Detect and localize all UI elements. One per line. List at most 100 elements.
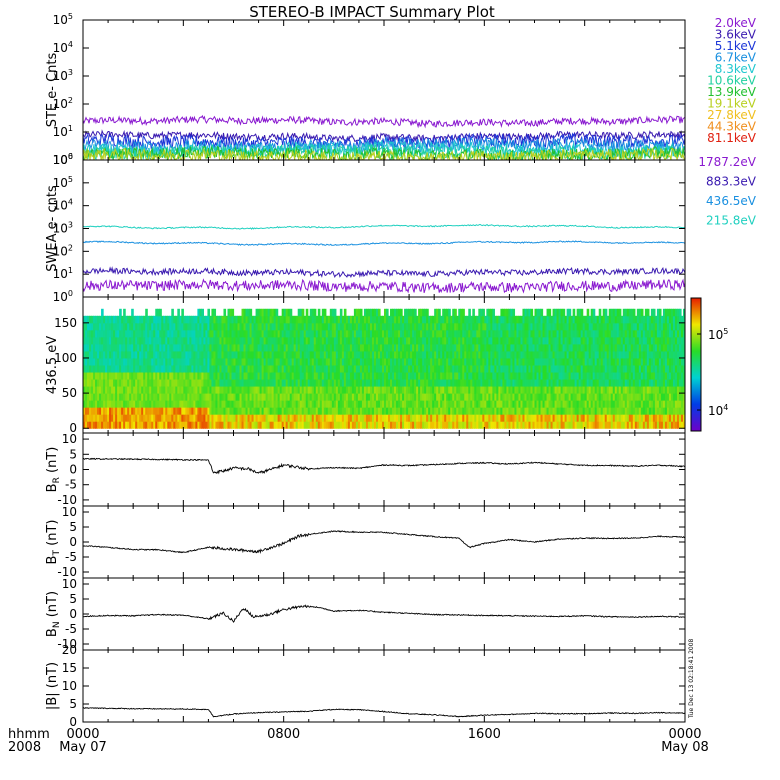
heatmap-cell <box>430 322 433 331</box>
heatmap-cell <box>394 379 397 387</box>
heatmap-cell <box>646 379 650 387</box>
heatmap-cell <box>157 379 160 387</box>
heatmap-cell <box>554 414 558 422</box>
y-axis-label: SWEA e- cnts <box>45 185 60 272</box>
heatmap-cell <box>339 393 343 401</box>
heatmap-cell <box>121 329 124 338</box>
heatmap-cell <box>213 329 217 338</box>
heatmap-cell <box>327 414 331 422</box>
heatmap-cell <box>249 350 253 359</box>
heatmap-cell <box>313 372 317 380</box>
heatmap-cell <box>412 407 415 415</box>
heatmap-cell <box>375 343 379 352</box>
heatmap-cell <box>402 329 405 338</box>
heatmap-cell <box>195 393 198 401</box>
heatmap-cell <box>414 308 417 317</box>
heatmap-cell <box>588 421 592 429</box>
heatmap-cell <box>400 329 403 338</box>
heatmap-cell <box>289 322 293 331</box>
heatmap-cell <box>456 315 459 324</box>
heatmap-cell <box>412 343 415 352</box>
heatmap-cell <box>662 365 666 373</box>
heatmap-cell <box>325 315 329 324</box>
heatmap-cell <box>123 336 126 345</box>
heatmap-cell <box>610 407 614 415</box>
heatmap-cell <box>213 393 217 401</box>
heatmap-cell <box>245 400 249 408</box>
heatmap-cell <box>249 407 253 415</box>
heatmap-cell <box>371 393 375 401</box>
heatmap-cell <box>436 322 439 331</box>
heatmap-cell <box>550 393 554 401</box>
heatmap-cell <box>538 414 542 422</box>
heatmap-cell <box>109 393 112 401</box>
heatmap-cell <box>289 414 293 422</box>
heatmap-cell <box>604 379 608 387</box>
heatmap-cell <box>295 421 299 429</box>
heatmap-cell <box>297 329 301 338</box>
heatmap-cell <box>343 379 347 387</box>
heatmap-cell <box>109 322 112 331</box>
heatmap-cell <box>572 329 576 338</box>
heatmap-cell <box>235 365 239 373</box>
heatmap-cell <box>139 400 142 408</box>
heatmap-cell <box>610 421 614 429</box>
heatmap-cell <box>662 336 666 345</box>
heatmap-cell <box>522 357 526 366</box>
y-tick-label: 102 <box>53 96 73 111</box>
heatmap-cell <box>197 308 200 317</box>
heatmap-cell <box>281 308 285 317</box>
heatmap-cell <box>135 329 138 338</box>
heatmap-cell <box>474 343 477 352</box>
heatmap-cell <box>239 357 243 366</box>
heatmap-cell <box>552 357 556 366</box>
heatmap-cell <box>490 357 493 366</box>
heatmap-cell <box>353 329 357 338</box>
heatmap-cell <box>179 357 182 366</box>
heatmap-cell <box>373 336 377 345</box>
heatmap-cell <box>161 357 164 366</box>
heatmap-cell <box>331 386 335 394</box>
heatmap-cell <box>95 386 98 394</box>
heatmap-cell <box>386 315 389 324</box>
heatmap-cell <box>408 365 411 373</box>
heatmap-cell <box>438 329 441 338</box>
heatmap-cell <box>177 379 180 387</box>
heatmap-cell <box>235 372 239 380</box>
heatmap-cell <box>528 329 532 338</box>
heatmap-cell <box>309 379 313 387</box>
heatmap-cell <box>500 336 503 345</box>
heatmap-cell <box>185 386 188 394</box>
heatmap-cell <box>359 357 363 366</box>
heatmap-cell <box>410 379 413 387</box>
heatmap-cell <box>317 400 321 408</box>
heatmap-cell <box>394 386 397 394</box>
heatmap-cell <box>371 357 375 366</box>
heatmap-cell <box>564 357 568 366</box>
heatmap-cell <box>137 336 140 345</box>
heatmap-cell <box>161 421 164 429</box>
heatmap-cell <box>217 357 221 366</box>
heatmap-cell <box>478 350 481 359</box>
heatmap-cell <box>634 357 638 366</box>
heatmap-cell <box>486 329 489 338</box>
heatmap-cell <box>169 414 172 422</box>
heatmap-cell <box>237 393 241 401</box>
heatmap-cell <box>474 421 477 429</box>
heatmap-cell <box>608 379 612 387</box>
heatmap-cell <box>377 421 381 429</box>
heatmap-cell <box>289 400 293 408</box>
heatmap-cell <box>492 365 495 373</box>
heatmap-cell <box>480 386 483 394</box>
heatmap-cell <box>610 414 614 422</box>
heatmap-cell <box>482 407 485 415</box>
heatmap-cell <box>169 315 172 324</box>
heatmap-cell <box>325 329 329 338</box>
heatmap-cell <box>480 400 483 408</box>
heatmap-cell <box>209 336 213 345</box>
heatmap-cell <box>97 393 100 401</box>
heatmap-cell <box>95 329 98 338</box>
heatmap-cell <box>249 329 253 338</box>
heatmap-cell <box>283 386 287 394</box>
heatmap-cell <box>185 407 188 415</box>
